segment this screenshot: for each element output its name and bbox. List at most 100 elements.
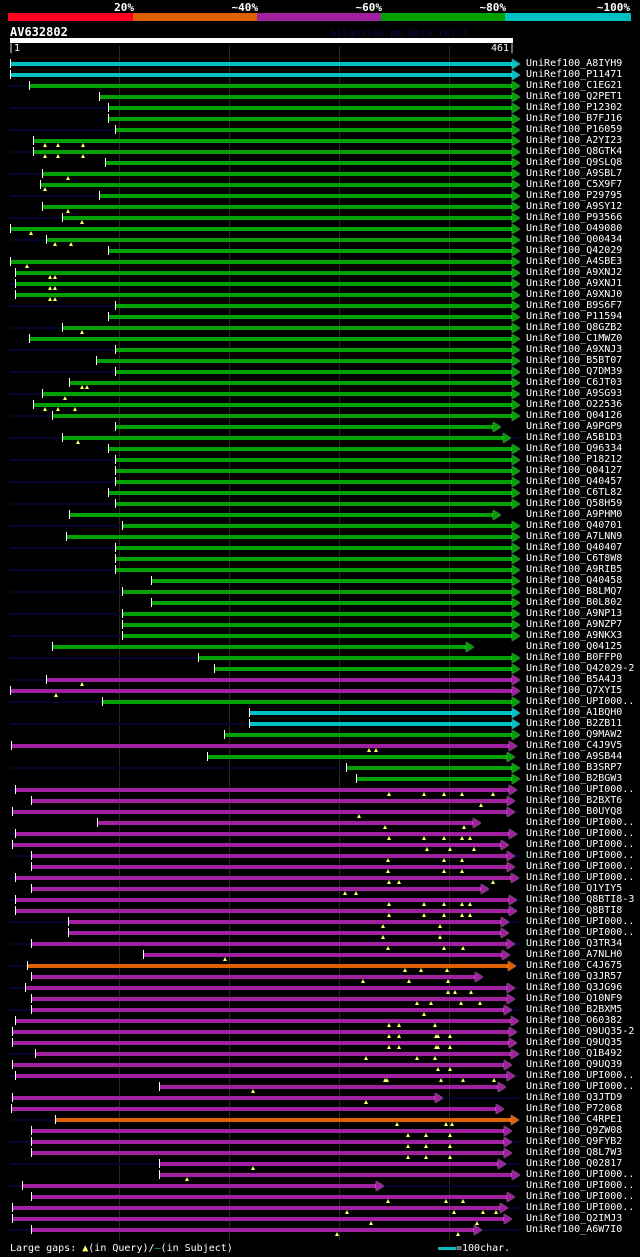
alignment-bar[interactable] [30, 997, 508, 1001]
hit-row[interactable]: UniRef100_Q3JG96 [0, 982, 640, 994]
alignment-bar[interactable] [121, 623, 513, 627]
hit-label-link[interactable]: UniRef100_Q9UQ39 [526, 1059, 623, 1070]
hit-row[interactable]: UniRef100_O22536 [0, 399, 640, 411]
alignment-bar[interactable] [32, 139, 513, 143]
hit-label-link[interactable]: UniRef100_A9PHM0 [526, 509, 623, 520]
alignment-bar[interactable] [11, 744, 510, 748]
hit-row[interactable]: UniRef100_C1MWZ0 [0, 333, 640, 345]
hit-row[interactable]: UniRef100_UPI000.. [0, 861, 640, 873]
alignment-bar[interactable] [30, 854, 508, 858]
hit-row[interactable]: UniRef100_UPI000.. [0, 872, 640, 884]
alignment-bar[interactable] [121, 634, 513, 638]
alignment-bar[interactable] [114, 557, 513, 561]
hit-label-link[interactable]: UniRef100_Q8BTI8-3 [526, 894, 635, 905]
hit-label-link[interactable]: UniRef100_P93566 [526, 212, 623, 223]
alignment-bar[interactable] [10, 62, 513, 66]
hit-row[interactable]: UniRef100_P12302 [0, 102, 640, 114]
alignment-bar[interactable] [12, 1041, 510, 1045]
hit-label-link[interactable]: UniRef100_B0L802 [526, 597, 623, 608]
alignment-bar[interactable] [11, 1107, 497, 1111]
alignment-bar[interactable] [249, 722, 513, 726]
hit-label-link[interactable]: UniRef100_B8LMQ7 [526, 586, 623, 597]
alignment-bar[interactable] [114, 348, 513, 352]
alignment-bar[interactable] [46, 238, 513, 242]
hit-label-link[interactable]: UniRef100_C6TL82 [526, 487, 623, 498]
hit-label-link[interactable]: UniRef100_A9SY12 [526, 201, 623, 212]
hit-label-link[interactable]: UniRef100_B3SRP7 [526, 762, 623, 773]
hit-label-link[interactable]: UniRef100_C6JT03 [526, 377, 623, 388]
hit-row[interactable]: UniRef100_B2BXT6 [0, 795, 640, 807]
alignment-bar[interactable] [51, 645, 468, 649]
hit-label-link[interactable]: UniRef100_Q10NF9 [526, 993, 623, 1004]
alignment-bar[interactable] [10, 227, 513, 231]
alignment-bar[interactable] [41, 205, 513, 209]
hit-row[interactable]: UniRef100_A9XNJ2 [0, 267, 640, 279]
hit-row[interactable]: UniRef100_B5A4J3 [0, 674, 640, 686]
alignment-bar[interactable] [108, 249, 513, 253]
hit-row[interactable]: UniRef100_UPI000.. [0, 784, 640, 796]
hit-row[interactable]: UniRef100_Q96334 [0, 443, 640, 455]
hit-row[interactable]: UniRef100_Q02817 [0, 1158, 640, 1170]
alignment-bar[interactable] [97, 821, 474, 825]
alignment-bar[interactable] [114, 128, 513, 132]
hit-label-link[interactable]: UniRef100_A9NP13 [526, 608, 623, 619]
hit-label-link[interactable]: UniRef100_Q40457 [526, 476, 623, 487]
hit-label-link[interactable]: UniRef100_Q04125 [526, 641, 623, 652]
hit-label-link[interactable]: UniRef100_Q40407 [526, 542, 623, 553]
hit-label-link[interactable]: UniRef100_B0FFP0 [526, 652, 623, 663]
hit-label-link[interactable]: UniRef100_A9NKX3 [526, 630, 623, 641]
hit-label-link[interactable]: UniRef100_Q02817 [526, 1158, 623, 1169]
hit-row[interactable]: UniRef100_UPI000.. [0, 1169, 640, 1181]
hit-label-link[interactable]: UniRef100_Q42029 [526, 245, 623, 256]
hit-row[interactable]: UniRef100_A1BQH0 [0, 707, 640, 719]
hit-row[interactable]: UniRef100_A9NZP7 [0, 619, 640, 631]
hit-row[interactable]: UniRef100_Q3TR34 [0, 938, 640, 950]
alignment-bar[interactable] [143, 953, 504, 957]
hit-row[interactable]: UniRef100_B3SRP7 [0, 762, 640, 774]
hit-label-link[interactable]: UniRef100_UPI000.. [526, 1070, 635, 1081]
alignment-bar[interactable] [206, 755, 508, 759]
hit-label-link[interactable]: UniRef100_C1EG21 [526, 80, 623, 91]
alignment-bar[interactable] [15, 1019, 512, 1023]
hit-row[interactable]: UniRef100_C5X9F7 [0, 179, 640, 191]
alignment-bar[interactable] [69, 381, 513, 385]
hit-label-link[interactable]: UniRef100_B9S6F7 [526, 300, 623, 311]
hit-row[interactable]: UniRef100_A9SG93 [0, 388, 640, 400]
hit-row[interactable]: UniRef100_O60382 [0, 1015, 640, 1027]
hit-row[interactable]: UniRef100_B7FJ16 [0, 113, 640, 125]
hit-label-link[interactable]: UniRef100_Q9ZW08 [526, 1125, 623, 1136]
alignment-bar[interactable] [98, 95, 513, 99]
hit-row[interactable]: UniRef100_A5B1D3 [0, 432, 640, 444]
hit-row[interactable]: UniRef100_P16059 [0, 124, 640, 136]
hit-row[interactable]: UniRef100_Q7XYI5 [0, 685, 640, 697]
hit-row[interactable]: UniRef100_Q9UQ39 [0, 1059, 640, 1071]
hit-label-link[interactable]: UniRef100_UPI000.. [526, 1180, 635, 1191]
hit-row[interactable]: UniRef100_UPI000.. [0, 817, 640, 829]
hit-row[interactable]: UniRef100_P93566 [0, 212, 640, 224]
hit-label-link[interactable]: UniRef100_UPI000.. [526, 861, 635, 872]
alignment-bar[interactable] [54, 1118, 512, 1122]
hit-label-link[interactable]: UniRef100_B0UYQ8 [526, 806, 623, 817]
hit-row[interactable]: UniRef100_A9XNJ1 [0, 278, 640, 290]
hit-row[interactable]: UniRef100_B0UYQ8 [0, 806, 640, 818]
hit-label-link[interactable]: UniRef100_Q9MAW2 [526, 729, 623, 740]
alignment-bar[interactable] [12, 1217, 506, 1221]
hit-row[interactable]: UniRef100_Q40457 [0, 476, 640, 488]
hit-label-link[interactable]: UniRef100_A2YI23 [526, 135, 623, 146]
hit-row[interactable]: UniRef100_UPI000.. [0, 1180, 640, 1192]
alignment-bar[interactable] [30, 865, 508, 869]
alignment-bar[interactable] [15, 293, 513, 297]
hit-row[interactable]: UniRef100_Q58H59 [0, 498, 640, 510]
hit-label-link[interactable]: UniRef100_A9XNJ1 [526, 278, 623, 289]
alignment-bar[interactable] [12, 1096, 437, 1100]
hit-label-link[interactable]: UniRef100_Q3JR57 [526, 971, 623, 982]
hit-label-link[interactable]: UniRef100_Q3JTD9 [526, 1092, 623, 1103]
hit-row[interactable]: UniRef100_Q42029-2 [0, 663, 640, 675]
hit-label-link[interactable]: UniRef100_Q42029-2 [526, 663, 635, 674]
hit-label-link[interactable]: UniRef100_Q8BTI8 [526, 905, 623, 916]
hit-row[interactable]: UniRef100_B2BXM5 [0, 1004, 640, 1016]
hit-row[interactable]: UniRef100_C6TL82 [0, 487, 640, 499]
hit-row[interactable]: UniRef100_Q9UQ35-2 [0, 1026, 640, 1038]
alignment-bar[interactable] [15, 282, 513, 286]
hit-row[interactable]: UniRef100_A7NLH0 [0, 949, 640, 961]
